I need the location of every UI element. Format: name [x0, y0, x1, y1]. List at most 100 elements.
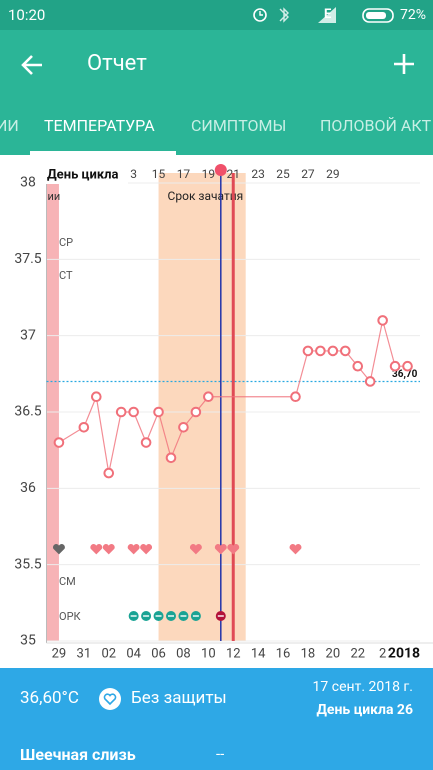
tab[interactable]: ПОЛОВОЙ АКТ: [320, 116, 432, 135]
toolbar-title: Отчет: [87, 51, 147, 76]
protection-icon: [99, 688, 121, 710]
x-tick-label: 16: [276, 646, 291, 661]
y-tick-label: 36.5: [14, 404, 41, 420]
x-tick-label: 14: [251, 646, 266, 661]
temperature-point: [352, 360, 364, 372]
x-tick-label: 2: [379, 646, 386, 661]
year-bg: [386, 644, 433, 664]
temperature-point: [377, 315, 388, 326]
heart-marker: [289, 544, 302, 555]
add-button[interactable]: [392, 52, 416, 76]
temperature-point: [340, 345, 351, 357]
x-tick-label: 10: [201, 646, 216, 661]
temperature-point: [203, 391, 214, 403]
row-label: СТ: [59, 269, 73, 282]
detail-row: Шеечная слизь --: [0, 740, 433, 770]
heart-marker: [227, 544, 240, 555]
year-label: 2018: [388, 646, 420, 662]
protection: Без защиты: [131, 688, 227, 708]
toolbar: Отчет: [0, 30, 433, 100]
status-icons: [253, 7, 336, 23]
temperature-point: [364, 376, 376, 387]
heart-marker: [52, 544, 65, 555]
heart-marker: [90, 544, 103, 555]
status-bar: 10:20 E 72%: [0, 0, 433, 30]
heart-marker: [189, 544, 202, 555]
temperature-point: [140, 437, 152, 448]
network: E: [324, 7, 332, 22]
period-label: ии: [48, 190, 61, 203]
y-tick-label: 36: [20, 480, 36, 496]
temperature-point: [315, 345, 326, 357]
cycle-tick-label: 19: [202, 167, 216, 181]
cycle-label: День цикла: [47, 167, 119, 182]
y-tick-label: 37.5: [14, 251, 41, 267]
tab[interactable]: СИМПТОМЫ: [191, 116, 287, 135]
y-tick-label: 38: [20, 175, 36, 191]
cycle-day: День цикла 26: [316, 702, 413, 718]
cycle-tick-label: 29: [326, 167, 340, 181]
cycle-tick-label: 23: [251, 167, 265, 181]
battery: 72%: [400, 7, 426, 23]
temperature-point: [91, 391, 102, 403]
summary-panel: 36,60°C Без защиты 17 сент. 2018 г. День…: [0, 668, 433, 740]
cycle-label-bg: [44, 164, 128, 184]
heart-marker: [214, 544, 227, 555]
tab-indicator: [30, 151, 176, 155]
back-button[interactable]: [20, 52, 46, 78]
temperature-point: [165, 452, 177, 464]
x-tick-label: 12: [226, 646, 241, 661]
y-tick-label: 35: [20, 633, 36, 649]
temperature-point: [302, 345, 314, 357]
x-tick-label: 06: [151, 646, 166, 661]
temperature-point: [389, 360, 401, 372]
cycle-tick-label: 17: [177, 167, 191, 181]
x-tick-label: 31: [77, 646, 92, 661]
temperature-line: [58, 320, 408, 474]
temperature-point: [128, 406, 139, 418]
temperature-point: [153, 406, 164, 418]
detail-value: --: [216, 745, 225, 763]
date: 17 сент. 2018 г.: [312, 679, 413, 695]
temperature-point: [327, 345, 339, 357]
cycle-tick-label: 27: [301, 167, 315, 181]
x-tick-label: 29: [52, 646, 67, 661]
temperature-point: [290, 391, 301, 403]
fertile-band: [158, 173, 246, 641]
tab[interactable]: ИИ: [0, 116, 19, 135]
x-tick-label: 22: [350, 646, 365, 661]
fertile-label: Срок зачатия: [168, 189, 244, 203]
temperature: 36,60°C: [20, 688, 79, 708]
heart-marker: [102, 544, 115, 555]
x-tick-label: 20: [326, 646, 341, 661]
detail-label: Шеечная слизь: [20, 745, 136, 764]
time: 10:20: [8, 6, 46, 24]
battery-icon: [362, 8, 394, 23]
row-label: ОРК: [59, 610, 82, 623]
y-tick-label: 37: [20, 327, 36, 343]
temperature-point: [115, 406, 127, 418]
row-label: СР: [59, 236, 73, 249]
temperature-point: [178, 421, 189, 433]
temperature-point: [402, 360, 413, 372]
heart-marker: [140, 544, 153, 555]
temperature-point: [78, 421, 90, 433]
temperature-point: [190, 406, 202, 418]
x-tick-label: 02: [101, 646, 116, 661]
row-label: СМ: [59, 575, 76, 588]
coverline-label: 36,70: [392, 369, 418, 380]
temperature-point: [103, 467, 115, 479]
period-band: [46, 173, 59, 641]
tab-selected[interactable]: ТЕМПЕРАТУРА: [44, 116, 155, 135]
tab-bar: ИИ ТЕМПЕРАТУРА СИМПТОМЫ ПОЛОВОЙ АКТ: [0, 100, 433, 155]
x-tick-label: 18: [301, 646, 316, 661]
cycle-tick-label: 3: [130, 167, 137, 181]
x-tick-label: 04: [126, 646, 141, 661]
cycle-tick-label: 25: [276, 167, 290, 181]
y-tick-label: 35.5: [14, 556, 41, 572]
x-tick-label: 08: [176, 646, 191, 661]
cycle-tick-label: 15: [152, 167, 166, 181]
heart-marker: [127, 544, 140, 555]
